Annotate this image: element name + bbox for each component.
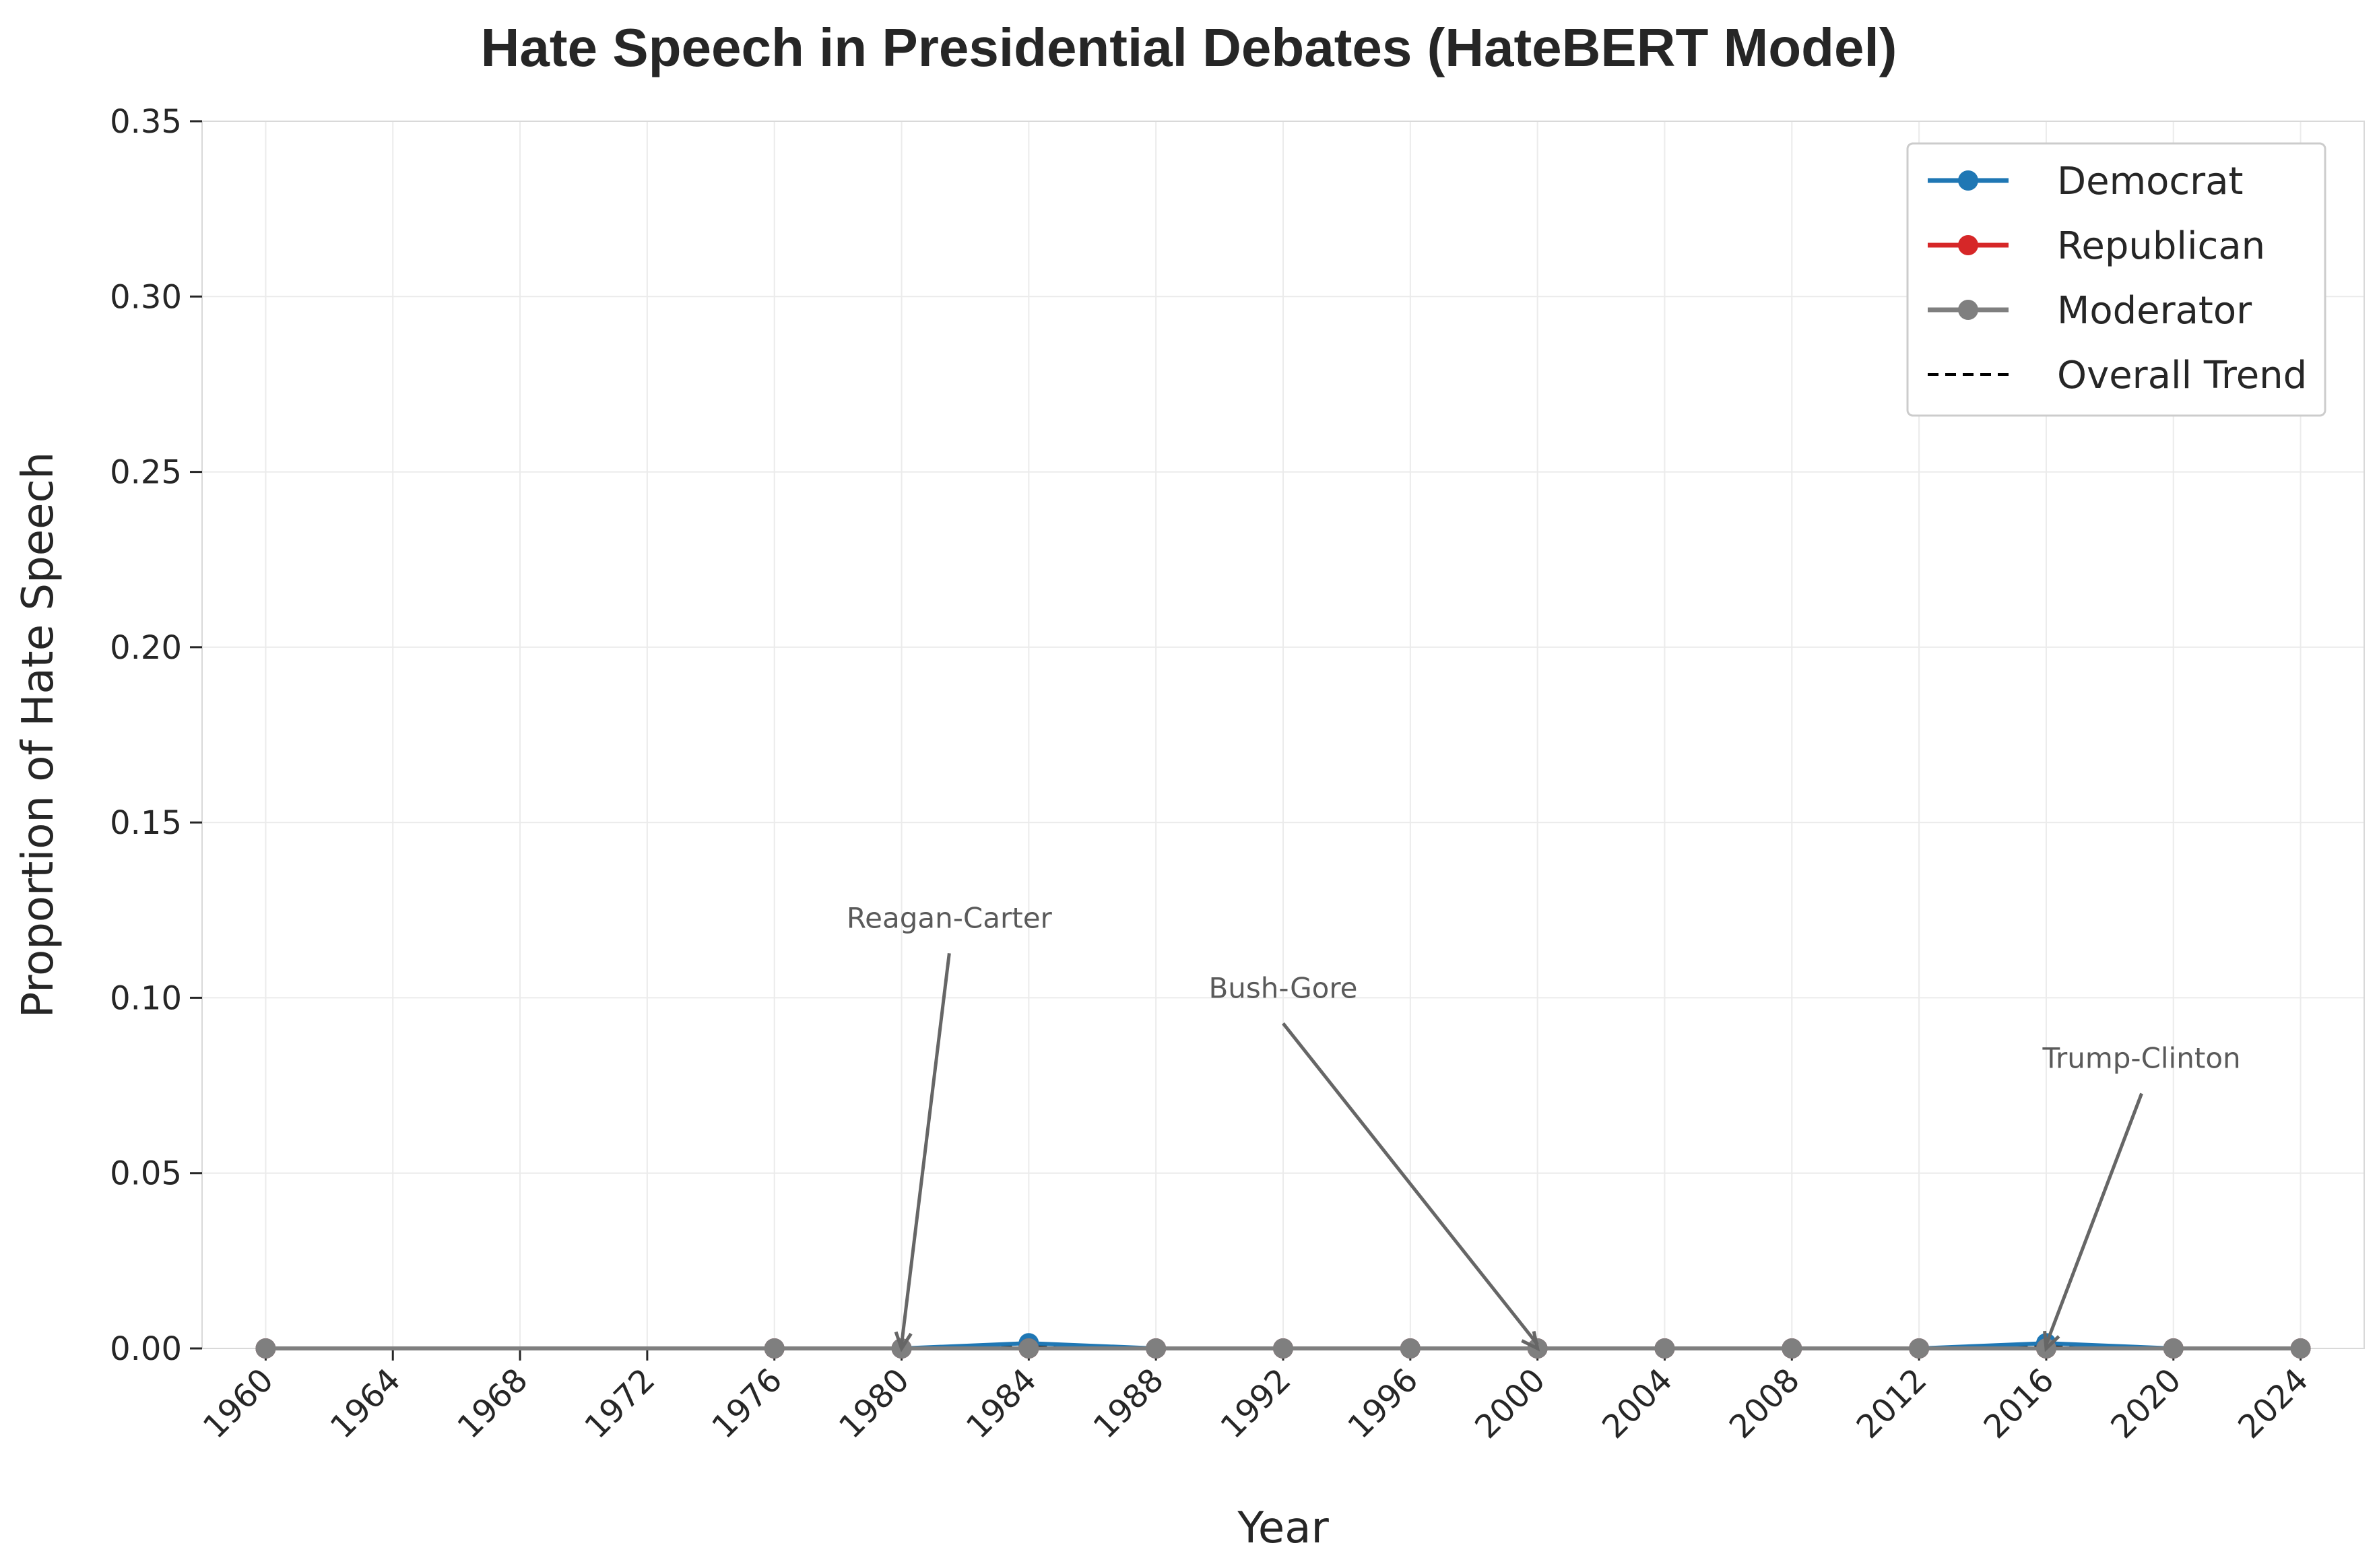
data-point xyxy=(255,1338,276,1359)
y-tick-label: 0.30 xyxy=(110,278,182,316)
x-tick-label: 2024 xyxy=(2231,1361,2316,1446)
y-tick-label: 0.35 xyxy=(110,103,182,141)
legend-box xyxy=(1906,142,2326,417)
legend-label: Democrat xyxy=(2057,160,2243,203)
grid xyxy=(202,121,2364,1349)
x-tick-label: 1960 xyxy=(196,1361,281,1446)
data-point xyxy=(2290,1338,2311,1359)
legend-label: Moderator xyxy=(2057,289,2252,333)
data-point xyxy=(1909,1338,1930,1359)
legend-item-democrat: Democrat xyxy=(1928,160,2243,203)
annotation: Trump-Clinton xyxy=(2042,1042,2241,1352)
chart-title: Hate Speech in Presidential Debates (Hat… xyxy=(481,18,1897,77)
legend-label: Overall Trend xyxy=(2057,354,2307,397)
y-axis: 0.00 0.05 0.10 0.15 0.20 0.25 0.30 0.35 xyxy=(110,103,202,1368)
data-point xyxy=(1400,1338,1421,1359)
annotation: Bush-Gore xyxy=(1208,971,1540,1352)
data-point xyxy=(764,1338,785,1359)
data-point xyxy=(1018,1338,1039,1359)
y-tick-label: 0.00 xyxy=(110,1330,182,1368)
annotation-arrowhead xyxy=(1521,1331,1540,1352)
data-point xyxy=(1146,1338,1167,1359)
x-tick-label: 2008 xyxy=(1722,1361,1807,1446)
annotation-arrow xyxy=(1282,1022,1539,1346)
x-axis: 1960 1964 1968 1972 1976 1980 1984 1988 1992 1996… xyxy=(196,1348,2316,1446)
x-tick-label: 1980 xyxy=(832,1361,917,1446)
y-tick-label: 0.15 xyxy=(110,804,182,842)
annotation: Reagan-Carter xyxy=(847,901,1053,1352)
x-tick-label: 1992 xyxy=(1214,1361,1299,1446)
annotation-arrow xyxy=(900,953,951,1345)
annotation-layer: Reagan-Carter Bush-Gore Trump-Clinton xyxy=(847,901,2241,1352)
x-tick-label: 2004 xyxy=(1595,1361,1680,1446)
data-point xyxy=(1782,1338,1802,1359)
x-tick-label: 1988 xyxy=(1086,1361,1171,1446)
legend-marker xyxy=(1958,170,1978,191)
x-tick-label: 1964 xyxy=(323,1361,408,1446)
series-layer xyxy=(255,1333,2311,1359)
y-tick-label: 0.25 xyxy=(110,454,182,492)
annotation-label: Bush-Gore xyxy=(1208,971,1357,1004)
x-tick-label: 2016 xyxy=(1976,1361,2061,1446)
y-tick-label: 0.10 xyxy=(110,979,182,1017)
legend-item-moderator: Moderator xyxy=(1928,289,2252,333)
annotation-label: Trump-Clinton xyxy=(2042,1042,2240,1075)
y-tick-label: 0.05 xyxy=(110,1155,182,1193)
legend-item-overall-trend: Overall Trend xyxy=(1928,354,2307,397)
x-tick-label: 1968 xyxy=(451,1361,535,1446)
series-moderator xyxy=(255,1338,2311,1359)
legend-marker xyxy=(1958,235,1978,255)
legend-label: Republican xyxy=(2057,224,2265,268)
annotation-arrowhead xyxy=(894,1331,913,1352)
y-tick-label: 0.20 xyxy=(110,629,182,667)
data-point xyxy=(1654,1338,1675,1359)
data-point xyxy=(2163,1338,2184,1359)
legend: Democrat Republican Moderator Overall Trend xyxy=(1906,142,2326,417)
x-axis-label: Year xyxy=(1237,1503,1329,1553)
annotation-arrowhead xyxy=(2043,1330,2060,1352)
data-point xyxy=(1273,1338,1293,1359)
annotation-arrow xyxy=(2044,1092,2143,1345)
x-tick-label: 2020 xyxy=(2104,1361,2188,1446)
x-tick-label: 1976 xyxy=(705,1361,789,1446)
x-tick-label: 1984 xyxy=(959,1361,1044,1446)
legend-marker xyxy=(1958,300,1978,320)
annotation-label: Reagan-Carter xyxy=(847,901,1053,934)
x-tick-label: 2012 xyxy=(1850,1361,1934,1446)
x-tick-label: 2000 xyxy=(1468,1361,1553,1446)
x-tick-label: 1996 xyxy=(1340,1361,1425,1446)
x-tick-label: 1972 xyxy=(577,1361,662,1446)
y-axis-label: Proportion of Hate Speech xyxy=(13,452,63,1018)
legend-item-republican: Republican xyxy=(1928,224,2265,268)
